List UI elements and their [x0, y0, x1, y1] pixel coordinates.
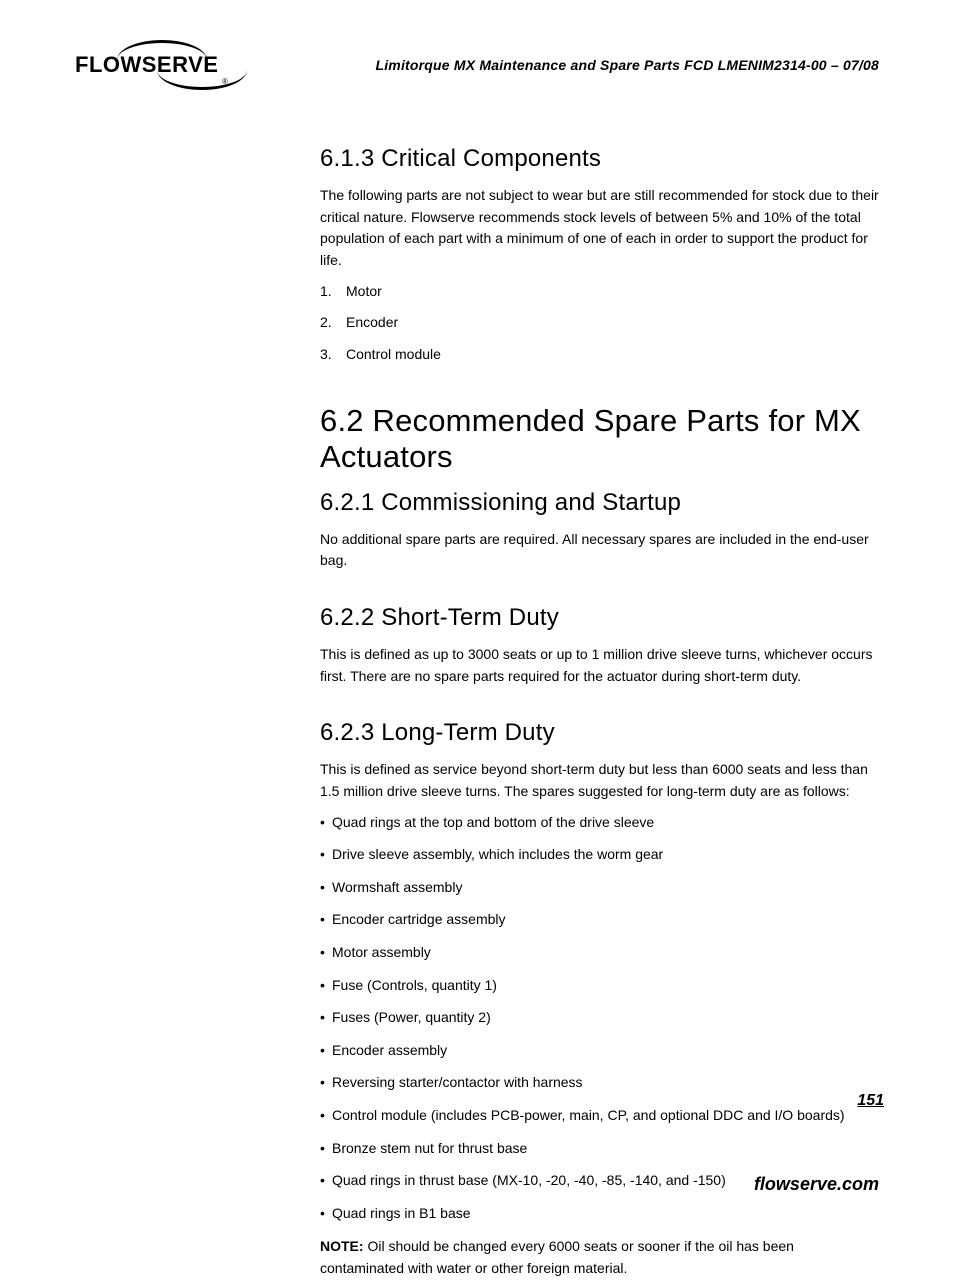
document-title: Limitorque MX Maintenance and Spare Part…: [375, 57, 879, 73]
list-613: 1. Motor 2. Encoder 3. Control module: [320, 282, 880, 365]
list-item: 2. Encoder: [320, 313, 880, 333]
list-item: Fuse (Controls, quantity 1): [320, 976, 880, 996]
footer-url: flowserve.com: [754, 1174, 879, 1195]
heading-622: 6.2.2 Short-Term Duty: [320, 604, 880, 632]
page-content: 6.1.3 Critical Components The following …: [320, 145, 880, 1280]
list-item: Drive sleeve assembly, which includes th…: [320, 845, 880, 865]
note-623: NOTE: Oil should be changed every 6000 s…: [320, 1236, 880, 1279]
list-item: Encoder assembly: [320, 1041, 880, 1061]
heading-62: 6.2 Recommended Spare Parts for MX Actua…: [320, 403, 880, 475]
page-number: 151: [857, 1092, 884, 1110]
list-item: Reversing starter/contactor with harness: [320, 1073, 880, 1093]
list-item: Quad rings in B1 base: [320, 1204, 880, 1224]
list-text: Control module: [346, 346, 441, 362]
list-text: Encoder: [346, 314, 398, 330]
list-item: Wormshaft assembly: [320, 878, 880, 898]
list-num: 2.: [320, 313, 332, 333]
list-item: Quad rings at the top and bottom of the …: [320, 813, 880, 833]
body-613: The following parts are not subject to w…: [320, 185, 880, 272]
list-item: 3. Control module: [320, 345, 880, 365]
body-622: This is defined as up to 3000 seats or u…: [320, 644, 880, 687]
list-item: Encoder cartridge assembly: [320, 910, 880, 930]
body-623: This is defined as service beyond short-…: [320, 759, 880, 802]
note-body: Oil should be changed every 6000 seats o…: [320, 1238, 794, 1276]
list-item: Control module (includes PCB-power, main…: [320, 1106, 880, 1126]
heading-623: 6.2.3 Long-Term Duty: [320, 719, 880, 747]
logo-arc-top: [117, 40, 207, 60]
list-item: Motor assembly: [320, 943, 880, 963]
heading-621: 6.2.1 Commissioning and Startup: [320, 489, 880, 517]
list-num: 1.: [320, 282, 332, 302]
flowserve-logo: FLOWSERVE ®: [75, 40, 218, 90]
list-623: Quad rings at the top and bottom of the …: [320, 813, 880, 1224]
list-item: Bronze stem nut for thrust base: [320, 1139, 880, 1159]
list-num: 3.: [320, 345, 332, 365]
list-item: Fuses (Power, quantity 2): [320, 1008, 880, 1028]
list-text: Motor: [346, 283, 382, 299]
page-header: FLOWSERVE ® Limitorque MX Maintenance an…: [75, 40, 879, 90]
logo-arc-bottom: [157, 70, 247, 90]
list-item: 1. Motor: [320, 282, 880, 302]
heading-613: 6.1.3 Critical Components: [320, 145, 880, 173]
body-621: No additional spare parts are required. …: [320, 529, 880, 572]
logo-registered-mark: ®: [222, 77, 228, 86]
note-label: NOTE:: [320, 1238, 364, 1254]
